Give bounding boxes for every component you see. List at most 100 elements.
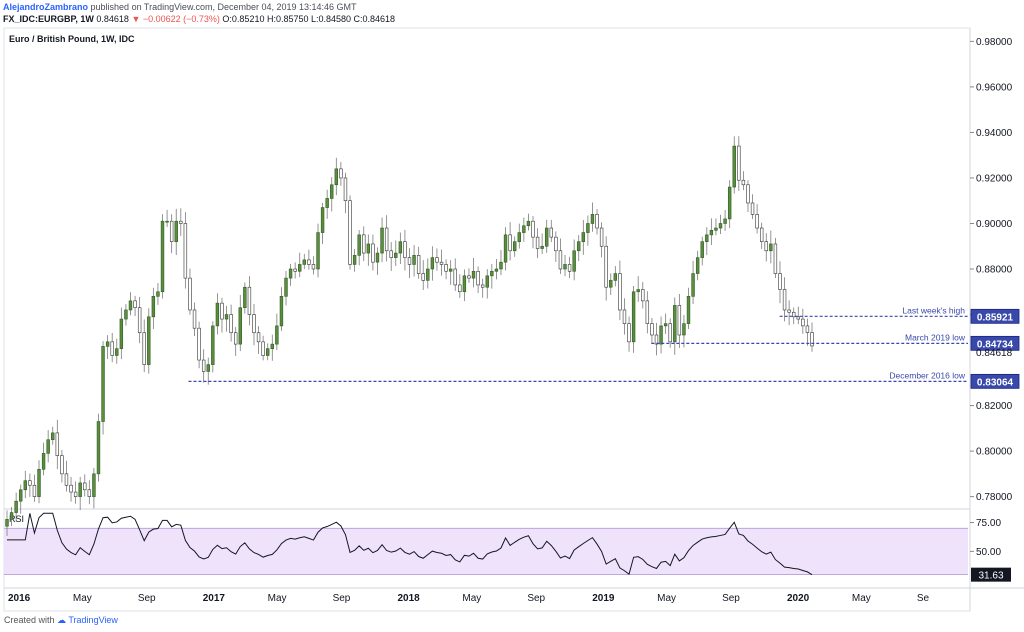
candle-body [407, 257, 412, 265]
price-tick-label: 0.98000 [976, 37, 1013, 48]
candle-body [55, 432, 60, 456]
candle-body [238, 307, 242, 345]
candle-body [682, 323, 686, 336]
candle-body [723, 218, 727, 224]
candle-body [792, 311, 796, 318]
candle-body [686, 296, 691, 324]
candle-body [151, 296, 156, 318]
candle-body [362, 234, 366, 254]
candle-body [105, 341, 110, 347]
candle-body [252, 314, 256, 334]
candle-body [261, 341, 265, 356]
candle-body [179, 220, 183, 224]
candle-body [284, 277, 288, 297]
candle-body [380, 227, 384, 254]
candle-body [448, 268, 453, 272]
candle-body [759, 227, 764, 242]
candle-body [622, 309, 627, 324]
candle-body [567, 264, 572, 272]
candle-body [119, 318, 124, 349]
candle-body [805, 325, 810, 333]
price-tick-label: 0.78000 [976, 492, 1013, 503]
candle-body [14, 500, 18, 513]
candle-body [430, 257, 435, 270]
author-link[interactable]: AlejandroZambrano [3, 2, 89, 12]
candle-body [737, 145, 741, 181]
candle-body [650, 323, 654, 336]
candle-body [256, 332, 261, 343]
candle-body [137, 307, 142, 334]
footer-brand[interactable]: TradingView [68, 615, 118, 625]
candle-body [229, 314, 233, 334]
candle-body [746, 184, 750, 204]
candle-body [247, 286, 252, 315]
candle-body [773, 243, 778, 274]
time-axis-label: May [73, 593, 92, 604]
candle-body [471, 270, 476, 279]
candle-body [293, 268, 297, 272]
candle-body [778, 273, 782, 290]
candle-body [270, 343, 274, 349]
price-tick-label: 0.96000 [976, 82, 1013, 93]
time-axis-label: 2018 [397, 593, 420, 604]
candle-body [156, 291, 160, 297]
candle-body [92, 473, 96, 497]
level-price-box [970, 373, 1020, 389]
candle-body [636, 289, 640, 293]
candle-body [375, 252, 380, 263]
candle-body [618, 273, 622, 311]
level-annotation: Last week's high [902, 305, 965, 315]
price-tick-label: 0.92000 [976, 173, 1013, 184]
time-axis-label: Sep [722, 593, 740, 604]
candle-body [609, 280, 613, 288]
candle-body [366, 243, 371, 254]
candle-body [147, 316, 151, 365]
candle-body [801, 318, 805, 327]
candle-body [275, 325, 279, 345]
time-axis-label: 2016 [8, 593, 31, 604]
candle-body [357, 234, 361, 256]
candle-body [69, 484, 73, 493]
candle-body [499, 261, 503, 270]
level-price-label: 0.84734 [977, 339, 1014, 350]
candle-body [613, 273, 618, 281]
candle-body [403, 241, 407, 258]
candle-body [352, 255, 357, 265]
time-axis-label: 2017 [203, 593, 226, 604]
rsi-tick-label: 50.00 [976, 547, 1001, 558]
candle-body [462, 275, 467, 293]
candle-body [695, 257, 700, 274]
candle-body [389, 250, 393, 258]
candle-body [32, 484, 37, 497]
candle-body [197, 327, 201, 361]
candle-body [467, 275, 471, 279]
footer: Created with ☁ TradingView [4, 615, 118, 626]
time-axis-label: May [462, 593, 481, 604]
candle-body [796, 316, 800, 320]
candle-body [554, 236, 558, 252]
candle-body [320, 207, 325, 233]
candle-body [641, 289, 645, 302]
candle-body [750, 202, 755, 215]
candle-body [311, 264, 316, 270]
candle-body [421, 273, 425, 281]
candle-body [64, 473, 69, 486]
candle-body [700, 241, 704, 258]
candle-body [201, 359, 206, 372]
candle-body [160, 220, 165, 293]
price-tick-label: 0.80000 [976, 447, 1013, 458]
candle-body [677, 305, 682, 336]
candle-body [508, 234, 512, 252]
candle-body [494, 268, 499, 272]
candle-body [595, 214, 599, 229]
candle-body [233, 332, 238, 345]
price-tick-label: 0.88000 [976, 265, 1013, 276]
candle-body [659, 325, 663, 345]
price-tick-label: 0.90000 [976, 219, 1013, 230]
candle-body [581, 232, 586, 242]
time-axis-label: May [268, 593, 287, 604]
candle-body [96, 421, 101, 475]
tradingview-logo-icon: ☁ [57, 615, 67, 625]
level-annotation: December 2016 low [889, 370, 965, 380]
